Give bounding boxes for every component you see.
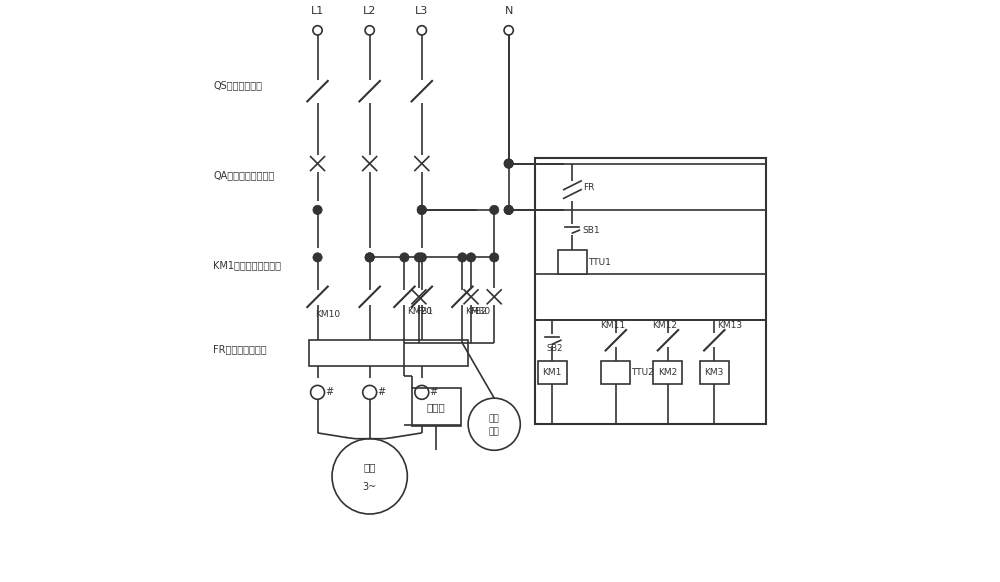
Text: KM3: KM3 bbox=[705, 368, 724, 377]
Text: 轴流: 轴流 bbox=[489, 414, 500, 423]
Text: 电暖气: 电暖气 bbox=[427, 402, 446, 412]
Bar bbox=[412, 388, 461, 425]
Text: KM12: KM12 bbox=[653, 321, 678, 330]
Bar bbox=[653, 360, 682, 384]
Text: KM20: KM20 bbox=[407, 307, 432, 317]
Text: 水泵: 水泵 bbox=[363, 463, 376, 473]
Circle shape bbox=[417, 253, 426, 262]
Text: FR电机综合保护器: FR电机综合保护器 bbox=[213, 344, 267, 354]
Text: TTU2: TTU2 bbox=[631, 368, 654, 377]
Circle shape bbox=[313, 205, 322, 215]
Circle shape bbox=[417, 205, 426, 215]
Circle shape bbox=[400, 253, 409, 262]
Bar bbox=[700, 360, 729, 384]
Circle shape bbox=[332, 439, 407, 514]
Text: 3~: 3~ bbox=[363, 482, 377, 492]
Circle shape bbox=[458, 253, 467, 262]
Text: #: # bbox=[325, 388, 333, 398]
Circle shape bbox=[504, 205, 513, 215]
Circle shape bbox=[468, 398, 520, 450]
Text: FR: FR bbox=[583, 183, 594, 193]
Bar bbox=[535, 158, 766, 424]
Text: KM11: KM11 bbox=[600, 321, 626, 330]
Circle shape bbox=[490, 253, 499, 262]
Text: SB2: SB2 bbox=[546, 345, 563, 353]
Text: L3: L3 bbox=[415, 6, 428, 16]
Circle shape bbox=[504, 159, 513, 168]
Text: L2: L2 bbox=[363, 6, 376, 16]
Text: QS熔断式刀开关: QS熔断式刀开关 bbox=[213, 80, 262, 90]
Text: N: N bbox=[505, 6, 513, 16]
Circle shape bbox=[504, 159, 513, 168]
Circle shape bbox=[490, 205, 499, 215]
Circle shape bbox=[414, 253, 424, 262]
Bar bbox=[538, 360, 567, 384]
Circle shape bbox=[365, 253, 374, 262]
Text: TTU1: TTU1 bbox=[588, 258, 611, 267]
Bar bbox=[309, 340, 468, 366]
Text: KM1: KM1 bbox=[542, 368, 562, 377]
Circle shape bbox=[466, 253, 476, 262]
Circle shape bbox=[504, 205, 513, 215]
Text: FB2: FB2 bbox=[470, 307, 487, 317]
Text: #: # bbox=[429, 388, 437, 398]
Bar bbox=[558, 250, 587, 274]
Text: SB1: SB1 bbox=[583, 226, 600, 235]
Text: KM13: KM13 bbox=[717, 321, 742, 330]
Circle shape bbox=[365, 253, 374, 262]
Text: 风机: 风机 bbox=[489, 427, 500, 436]
Circle shape bbox=[417, 205, 426, 215]
Bar bbox=[601, 360, 630, 384]
Text: KM10: KM10 bbox=[315, 310, 340, 319]
Text: L1: L1 bbox=[311, 6, 324, 16]
Text: KM30: KM30 bbox=[465, 307, 490, 317]
Text: #: # bbox=[377, 388, 385, 398]
Text: KM2: KM2 bbox=[658, 368, 678, 377]
Text: QA塑料外壳式断路器: QA塑料外壳式断路器 bbox=[213, 170, 275, 180]
Text: FB1: FB1 bbox=[416, 307, 433, 317]
Text: KM1水泵真空式接触器: KM1水泵真空式接触器 bbox=[213, 260, 281, 270]
Circle shape bbox=[313, 253, 322, 262]
